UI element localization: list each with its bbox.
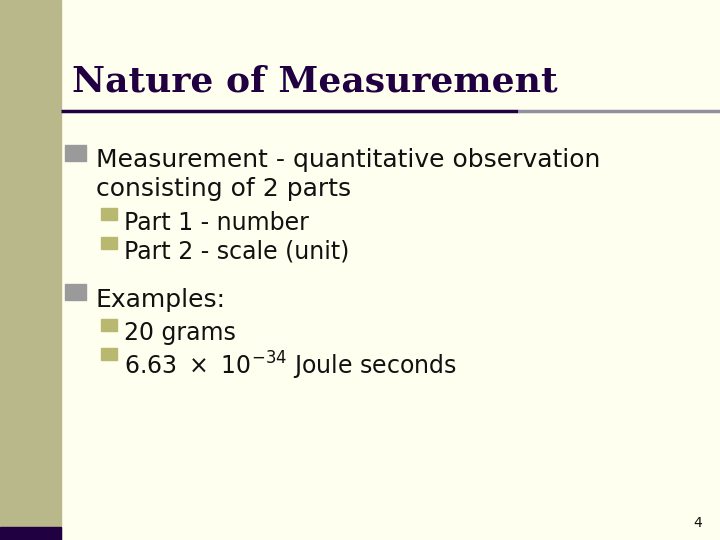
Text: 20 grams: 20 grams [124, 321, 235, 345]
Text: Measurement - quantitative observation: Measurement - quantitative observation [96, 148, 600, 172]
Text: Part 2 - scale (unit): Part 2 - scale (unit) [124, 239, 349, 263]
Bar [65, 284, 86, 300]
Bar [65, 145, 86, 161]
Bar [101, 237, 117, 249]
Text: Part 1 - number: Part 1 - number [124, 211, 309, 234]
Text: $6.63\ \times\ 10^{-34}\ \mathrm{Joule\ seconds}$: $6.63\ \times\ 10^{-34}\ \mathrm{Joule\ … [124, 350, 457, 382]
Bar [101, 319, 117, 331]
Bar [0, 526, 61, 540]
Text: consisting of 2 parts: consisting of 2 parts [96, 177, 351, 201]
Text: Nature of Measurement: Nature of Measurement [72, 65, 557, 99]
Bar [101, 208, 117, 220]
Text: Examples:: Examples: [96, 288, 226, 312]
Text: 4: 4 [693, 516, 702, 530]
Bar [0, 0, 61, 540]
Bar [101, 348, 117, 360]
